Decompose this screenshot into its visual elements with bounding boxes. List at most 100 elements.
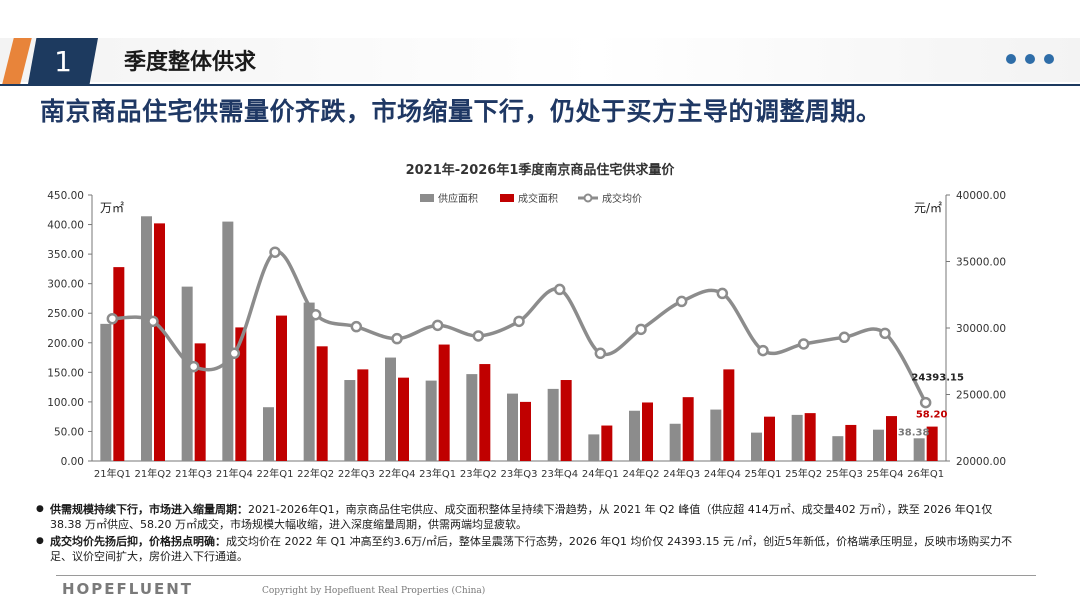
x-tick-label: 22年Q4 [379, 467, 416, 480]
left-tick-label: 300.00 [47, 279, 84, 291]
bullet-price: 成交均价先扬后抑，价格拐点明确：成交均价在 2022 年 Q1 冲高至约3.6万… [36, 534, 1026, 564]
right-tick-label: 20000.00 [956, 456, 1006, 468]
legend-marker-price [583, 193, 593, 203]
bullet-supply: 供需规模持续下行，市场进入缩量周期：2021-2026年Q1，南京商品住宅供应、… [36, 502, 1026, 532]
x-tick-label: 24年Q1 [582, 467, 619, 480]
x-tick-label: 21年Q3 [175, 467, 212, 480]
deal-bar [520, 401, 531, 461]
x-tick-label: 24年Q3 [663, 467, 700, 480]
legend-swatch-deal [500, 194, 514, 202]
price-point [187, 360, 200, 373]
right-tick-label: 25000.00 [956, 390, 1006, 402]
left-tick-label: 50.00 [54, 426, 84, 438]
price-point [309, 308, 322, 321]
price-point [594, 347, 607, 360]
price-point [757, 344, 769, 357]
price-point [472, 330, 485, 342]
supply-bar [588, 434, 600, 461]
left-tick-label: 150.00 [47, 367, 84, 379]
deal-bar [276, 315, 287, 461]
price-point [350, 320, 363, 333]
x-tick-label: 23年Q2 [460, 467, 497, 480]
bullet-price-text: 成交均价在 2022 年 Q1 冲高至约3.6万/㎡后，整体呈震荡下行态势，20… [50, 535, 1013, 563]
supply-bar [100, 323, 112, 461]
left-tick-label: 250.00 [47, 308, 84, 320]
deal-bar [723, 369, 735, 461]
left-tick-label: 200.00 [47, 338, 84, 350]
supply-bar [181, 286, 193, 461]
price-point [838, 331, 851, 344]
deal-bar [316, 346, 328, 461]
x-tick-label: 25年Q1 [745, 467, 782, 480]
price-point [797, 338, 810, 350]
x-tick-label: 24年Q4 [704, 467, 741, 480]
price-point [635, 323, 647, 336]
deal-bar [682, 397, 694, 461]
supply-bar [141, 216, 152, 461]
x-tick-label: 25年Q3 [826, 467, 863, 480]
x-tick-label: 26年Q1 [907, 467, 944, 480]
brand-logo: HOPEFLUENT [62, 580, 194, 598]
supply-bar [385, 357, 396, 461]
price-point [269, 246, 281, 258]
right-tick-label: 30000.00 [956, 323, 1006, 335]
x-tick-label: 23年Q3 [501, 467, 538, 480]
more-dots-icon [1006, 54, 1054, 64]
left-tick-label: 400.00 [47, 220, 84, 232]
legend-label-deal: 成交面积 [518, 192, 558, 205]
deal-bar [845, 424, 857, 461]
deal-bar [235, 327, 247, 461]
left-tick-label: 350.00 [47, 249, 84, 261]
supply-demand-chart: 2021年-2026年1季度南京商品住宅供求量价 0.00 50.00 100.00 1… [47, 162, 1006, 480]
x-tick-label: 24年Q2 [623, 467, 660, 480]
deal-bar [560, 380, 572, 461]
data-label-supply: 38.38 [898, 427, 930, 438]
supply-bar [466, 374, 478, 461]
supply-bar [344, 380, 356, 461]
section-title: 季度整体供求 [124, 50, 257, 75]
deal-bar [438, 344, 450, 461]
price-point [391, 332, 403, 345]
left-axis-unit: 万㎡ [100, 201, 124, 215]
bullet-supply-heading: 供需规模持续下行，市场进入缩量周期： [50, 503, 248, 516]
x-tick-label: 21年Q4 [216, 467, 253, 480]
x-tick-label: 23年Q1 [419, 467, 456, 480]
section-number: 1 [28, 38, 98, 84]
right-axis-unit: 元/㎡ [914, 201, 942, 215]
deal-bar [886, 416, 897, 461]
supply-bar [710, 409, 722, 461]
x-tick-label: 22年Q2 [297, 467, 334, 480]
data-label-deal: 58.20 [916, 410, 948, 421]
x-tick-label: 25年Q2 [785, 467, 822, 480]
price-point [106, 312, 119, 325]
left-tick-label: 0.00 [61, 456, 84, 468]
price-point [675, 295, 688, 308]
supply-bar [263, 407, 274, 461]
price-point [879, 327, 891, 340]
data-label-price: 24393.15 [911, 373, 964, 384]
supply-bar [873, 429, 884, 461]
summary-bullets: 供需规模持续下行，市场进入缩量周期：2021-2026年Q1，南京商品住宅供应、… [36, 502, 1026, 566]
deal-bar [479, 364, 491, 461]
supply-bar [507, 393, 518, 461]
bullet-supply-text: 2021-2026年Q1，南京商品住宅供应、成交面积整体呈持续下滑趋势，从 20… [50, 503, 993, 531]
deal-bar [804, 413, 816, 461]
price-point [716, 287, 729, 300]
header-band [0, 38, 1080, 82]
supply-bar [832, 436, 844, 461]
deal-bar [642, 402, 653, 461]
deal-bar [357, 369, 369, 461]
right-tick-label: 35000.00 [956, 257, 1006, 269]
price-point [919, 396, 932, 409]
left-tick-label: 100.00 [47, 397, 84, 409]
deal-bar [194, 343, 206, 461]
supply-bar [547, 388, 559, 461]
supply-bar [791, 414, 803, 461]
price-point [553, 283, 566, 296]
deal-bar [926, 426, 938, 461]
supply-bar [629, 410, 640, 461]
price-point [431, 319, 444, 332]
x-tick-label: 21年Q1 [94, 467, 131, 480]
legend-swatch-supply [420, 194, 434, 202]
headline: 南京商品住宅供需量价齐跌，市场缩量下行，仍处于买方主导的调整周期。 [40, 97, 882, 126]
